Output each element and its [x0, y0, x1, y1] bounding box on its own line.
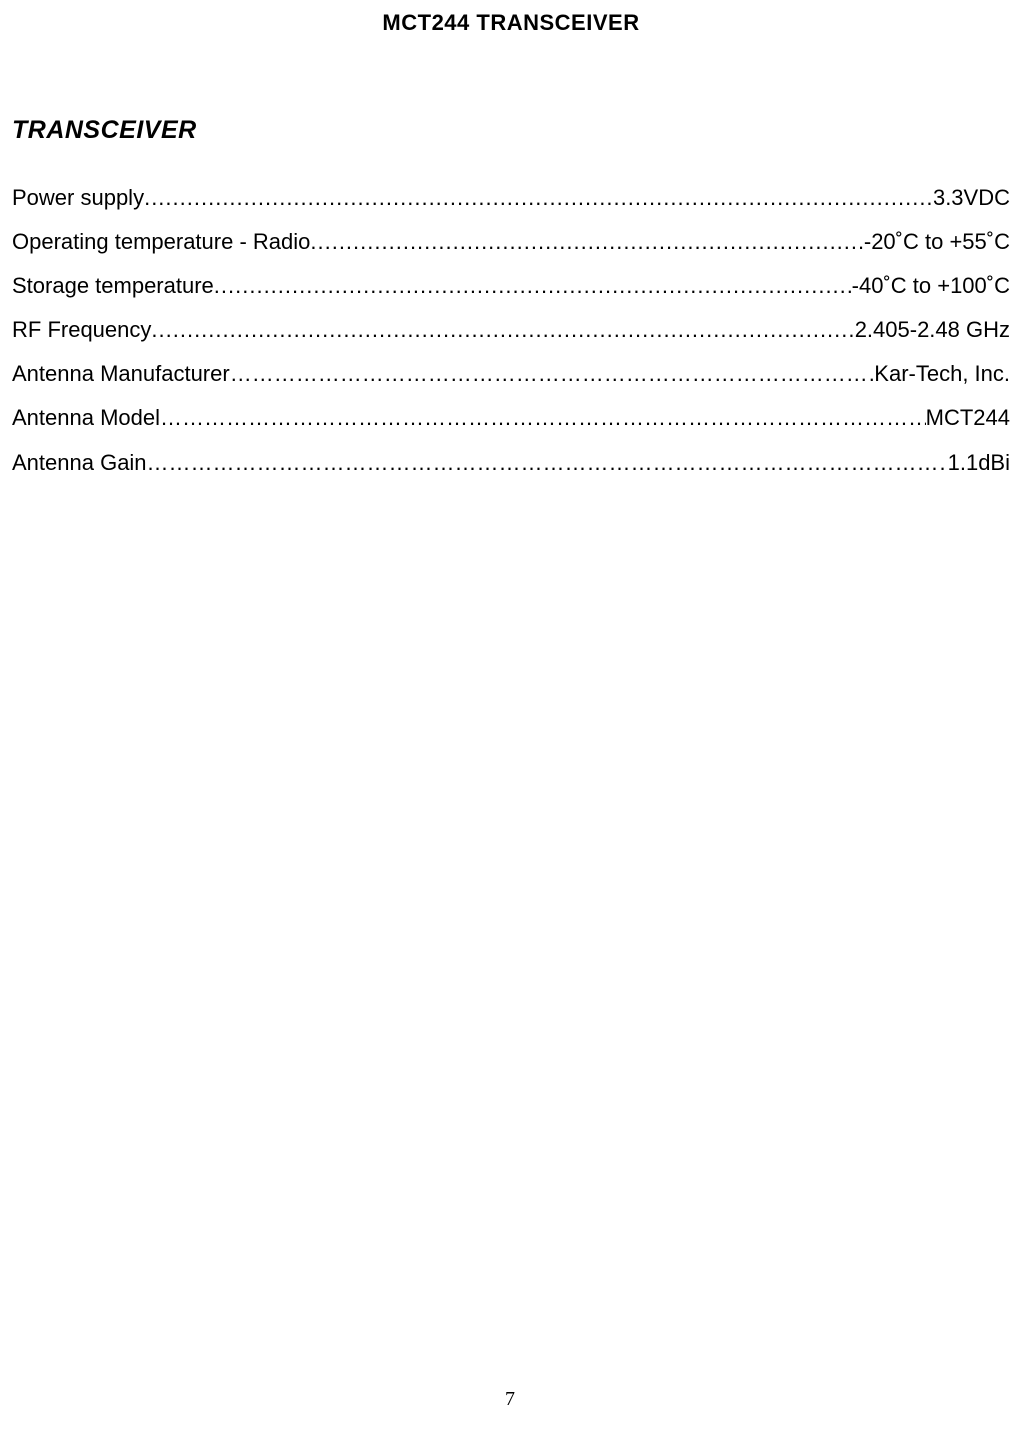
spec-row: Storage temperature -40˚C to +100˚C	[12, 269, 1010, 303]
spec-row: RF Frequency 2.405-2.48 GHz	[12, 313, 1010, 347]
leader-dots	[230, 357, 875, 391]
spec-value: -40˚C to +100˚C	[852, 269, 1010, 303]
spec-label: Storage temperature	[12, 269, 214, 303]
spec-value: 3.3VDC	[933, 181, 1010, 215]
leader-dots	[310, 225, 864, 259]
document-page: MCT244 TRANSCEIVER TRANSCEIVER Power sup…	[0, 0, 1020, 1447]
leader-dots	[151, 313, 854, 347]
section-title: TRANSCEIVER	[12, 116, 1010, 145]
spec-row: Antenna Model MCT244	[12, 401, 1010, 435]
spec-row: Antenna Gain 1.1dBi	[12, 446, 1010, 480]
spec-value: Kar-Tech, Inc.	[874, 357, 1010, 391]
spec-label: Antenna Gain	[12, 446, 147, 480]
spec-value: MCT244	[926, 401, 1010, 435]
spec-label: RF Frequency	[12, 313, 151, 347]
spec-value: -20˚C to +55˚C	[864, 225, 1010, 259]
spec-label: Antenna Model	[12, 401, 160, 435]
spec-value: 2.405-2.48 GHz	[855, 313, 1010, 347]
spec-row: Antenna Manufacturer Kar-Tech, Inc.	[12, 357, 1010, 391]
leader-dots	[147, 446, 948, 480]
spec-value: 1.1dBi	[948, 446, 1010, 480]
spec-row: Operating temperature - Radio -20˚C to +…	[12, 225, 1010, 259]
spec-row: Power supply 3.3VDC	[12, 181, 1010, 215]
leader-dots	[214, 269, 852, 303]
page-header-title: MCT244 TRANSCEIVER	[12, 10, 1010, 36]
leader-dots	[144, 181, 933, 215]
spec-label: Power supply	[12, 181, 144, 215]
spec-list: Power supply 3.3VDC Operating temperatur…	[12, 181, 1010, 480]
leader-dots	[160, 401, 926, 435]
page-number: 7	[0, 1388, 1020, 1411]
spec-label: Antenna Manufacturer	[12, 357, 230, 391]
spec-label: Operating temperature - Radio	[12, 225, 310, 259]
